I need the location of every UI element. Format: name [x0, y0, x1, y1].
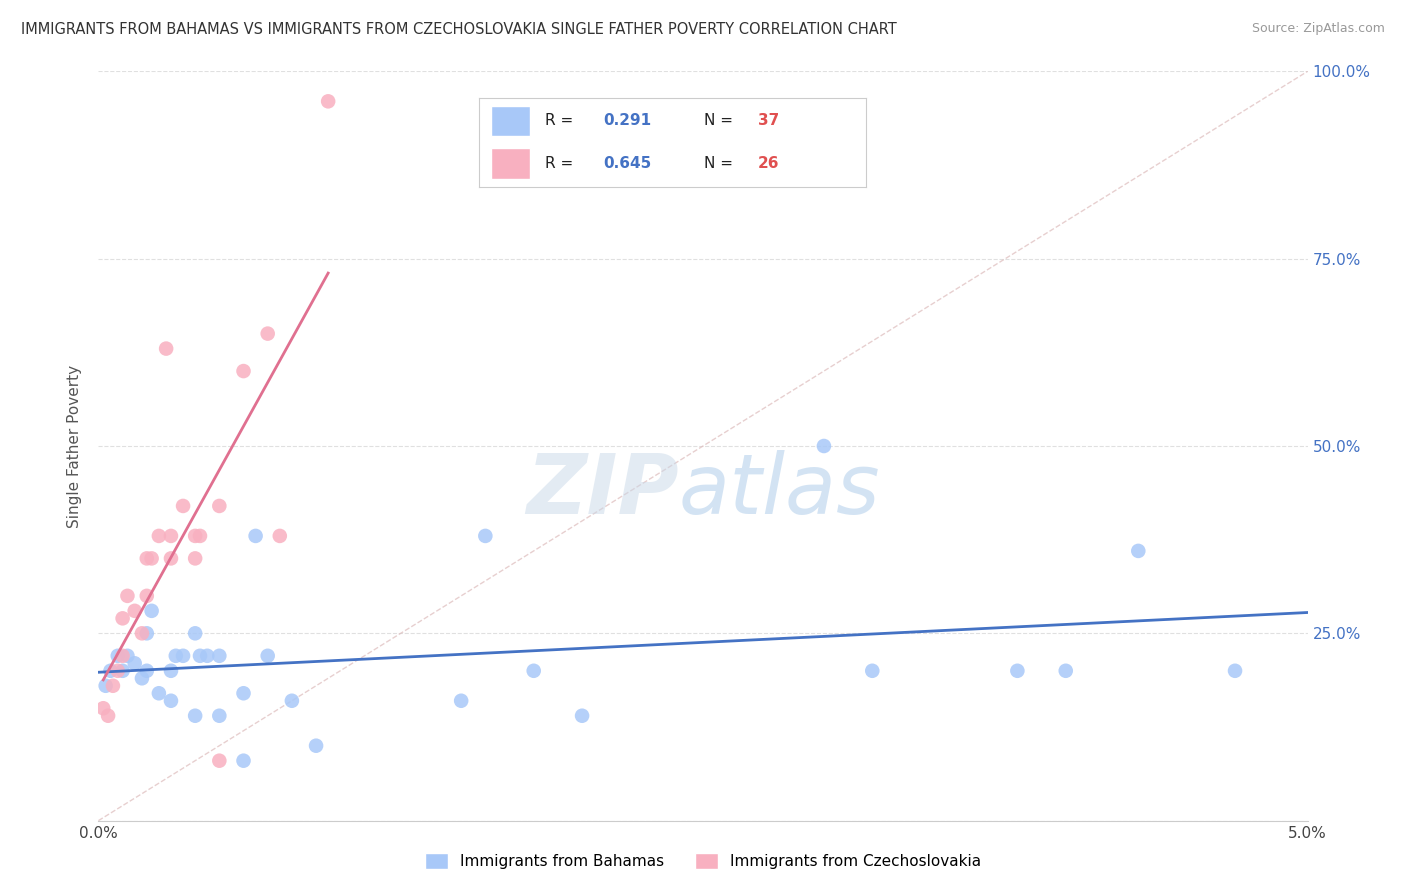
- Point: [281, 694, 304, 708]
- Text: Source: ZipAtlas.com: Source: ZipAtlas.com: [1251, 22, 1385, 36]
- Point: [184, 529, 207, 543]
- Point: [101, 679, 124, 693]
- Point: [184, 626, 207, 640]
- Point: [107, 648, 129, 663]
- Point: [860, 664, 883, 678]
- Point: [131, 626, 153, 640]
- Point: [1128, 544, 1150, 558]
- Point: [1223, 664, 1246, 678]
- Point: [165, 648, 187, 663]
- Point: [141, 604, 163, 618]
- Point: [148, 686, 170, 700]
- Point: [245, 529, 267, 543]
- Point: [523, 664, 546, 678]
- Point: [1054, 664, 1077, 678]
- Point: [188, 648, 211, 663]
- Legend: Immigrants from Bahamas, Immigrants from Czechoslovakia: Immigrants from Bahamas, Immigrants from…: [419, 847, 987, 875]
- Point: [141, 551, 163, 566]
- Point: [208, 499, 231, 513]
- Point: [107, 664, 129, 678]
- Point: [450, 694, 472, 708]
- Point: [232, 686, 254, 700]
- Point: [813, 439, 835, 453]
- Point: [97, 708, 120, 723]
- Point: [111, 648, 134, 663]
- Point: [148, 529, 170, 543]
- Point: [94, 679, 117, 693]
- Point: [256, 326, 278, 341]
- Point: [208, 648, 231, 663]
- Text: atlas: atlas: [679, 450, 880, 532]
- Y-axis label: Single Father Poverty: Single Father Poverty: [67, 365, 83, 527]
- Point: [100, 664, 122, 678]
- Point: [474, 529, 496, 543]
- Point: [135, 551, 157, 566]
- Point: [160, 694, 183, 708]
- Point: [232, 754, 254, 768]
- Point: [208, 708, 231, 723]
- Point: [184, 551, 207, 566]
- Point: [195, 648, 218, 663]
- Text: IMMIGRANTS FROM BAHAMAS VS IMMIGRANTS FROM CZECHOSLOVAKIA SINGLE FATHER POVERTY : IMMIGRANTS FROM BAHAMAS VS IMMIGRANTS FR…: [21, 22, 897, 37]
- Point: [256, 648, 278, 663]
- Point: [208, 754, 231, 768]
- Point: [124, 657, 146, 671]
- Text: ZIP: ZIP: [526, 450, 679, 532]
- Point: [269, 529, 291, 543]
- Point: [131, 671, 153, 685]
- Point: [316, 95, 339, 109]
- Point: [305, 739, 328, 753]
- Point: [91, 701, 114, 715]
- Point: [184, 708, 207, 723]
- Point: [135, 626, 157, 640]
- Point: [232, 364, 254, 378]
- Point: [1007, 664, 1029, 678]
- Point: [571, 708, 593, 723]
- Point: [172, 499, 194, 513]
- Point: [160, 664, 183, 678]
- Point: [188, 529, 211, 543]
- Point: [160, 551, 183, 566]
- Point: [111, 611, 134, 625]
- Point: [117, 648, 139, 663]
- Point: [155, 342, 177, 356]
- Point: [172, 648, 194, 663]
- Point: [117, 589, 139, 603]
- Point: [111, 664, 134, 678]
- Point: [135, 664, 157, 678]
- Point: [124, 604, 146, 618]
- Point: [160, 529, 183, 543]
- Point: [135, 589, 157, 603]
